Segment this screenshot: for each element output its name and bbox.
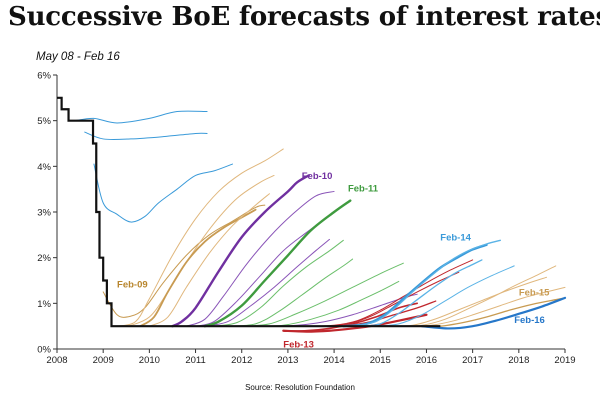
forecast-line-may-11 <box>213 239 344 327</box>
y-tick-label: 3% <box>37 208 51 219</box>
chart-title: Successive BoE forecasts of interest rat… <box>8 2 600 32</box>
forecast-line-nov-08 <box>93 163 233 223</box>
y-tick-label: 1% <box>37 299 51 310</box>
series-layer <box>74 110 567 333</box>
x-tick-label: 2017 <box>462 355 483 366</box>
y-tick-label: 4% <box>37 162 51 173</box>
forecast-line-nov-15 <box>416 297 566 328</box>
bank-rate-actual-line <box>57 96 441 328</box>
forecast-line-may-14 <box>351 239 501 327</box>
x-tick-label: 2010 <box>139 355 160 366</box>
y-tick-label: 0% <box>37 345 51 356</box>
series-label-feb-16: Feb-16 <box>514 315 545 326</box>
y-tick-label: 2% <box>37 253 51 264</box>
actual-rate-layer <box>57 96 441 328</box>
forecast-line-may-10 <box>185 190 335 327</box>
forecast-line-nov-09b <box>148 193 270 327</box>
forecast-line-feb-09 <box>102 204 266 318</box>
series-label-feb-11: Feb-11 <box>348 183 379 194</box>
forecast-line-feb-11 <box>203 199 352 328</box>
source-note: Source: Resolution Foundation <box>245 383 355 392</box>
forecast-line-nov-11 <box>241 262 404 327</box>
series-label-feb-14: Feb-14 <box>440 232 471 243</box>
forecast-line-may-08 <box>74 110 208 124</box>
series-label-feb-13: Feb-13 <box>283 340 314 351</box>
forecast-line-aug-10 <box>195 218 326 327</box>
forecast-line-feb-16 <box>420 296 567 330</box>
forecast-line-aug-08 <box>84 131 208 141</box>
forecast-line-nov-14 <box>375 265 515 327</box>
series-label-feb-10: Feb-10 <box>302 171 333 182</box>
x-tick-label: 2011 <box>185 355 205 366</box>
y-tick-label: 6% <box>37 71 51 82</box>
forecast-line-feb-15 <box>389 276 548 327</box>
x-tick-label: 2012 <box>231 355 252 366</box>
forecast-line-may-09 <box>116 148 284 327</box>
forecast-line-nov-13 <box>324 271 460 327</box>
x-tick-label: 2014 <box>324 355 345 366</box>
x-tick-label: 2019 <box>554 355 575 366</box>
forecast-line-feb-10 <box>171 174 310 328</box>
forecast-line-aug-09 <box>128 174 275 327</box>
x-tick-label: 2009 <box>93 355 114 366</box>
y-tick-label: 5% <box>37 116 51 127</box>
chart-subtitle: May 08 - Feb 16 <box>36 51 120 63</box>
forecast-line-aug-14 <box>361 259 483 327</box>
x-tick-label: 2013 <box>277 355 298 366</box>
forecast-line-aug-13 <box>310 259 474 327</box>
forecast-line-feb-14 <box>342 243 488 328</box>
forecast-line-feb-13 <box>282 313 428 333</box>
forecast-line-aug-15 <box>407 286 566 327</box>
forecast-line-nov-10 <box>204 238 330 327</box>
series-label-feb-15: Feb-15 <box>519 288 550 299</box>
series-label-feb-09: Feb-09 <box>117 279 148 290</box>
x-tick-label: 2008 <box>46 355 67 366</box>
forecast-line-aug-11 <box>227 258 354 327</box>
x-tick-label: 2018 <box>508 355 529 366</box>
x-tick-label: 2016 <box>416 355 437 366</box>
chart-axes: 0% 1% 2% 3% 4% 5% 6% 2008 2009 2010 2011 2012 2013 20… <box>37 71 575 367</box>
forecast-line-may-15 <box>398 265 557 327</box>
series-labels-layer: Feb-09 Feb-10 Feb-11 Feb-13 Feb-14 Feb-15 Feb-… <box>117 171 550 351</box>
x-tick-label: 2015 <box>370 355 391 366</box>
